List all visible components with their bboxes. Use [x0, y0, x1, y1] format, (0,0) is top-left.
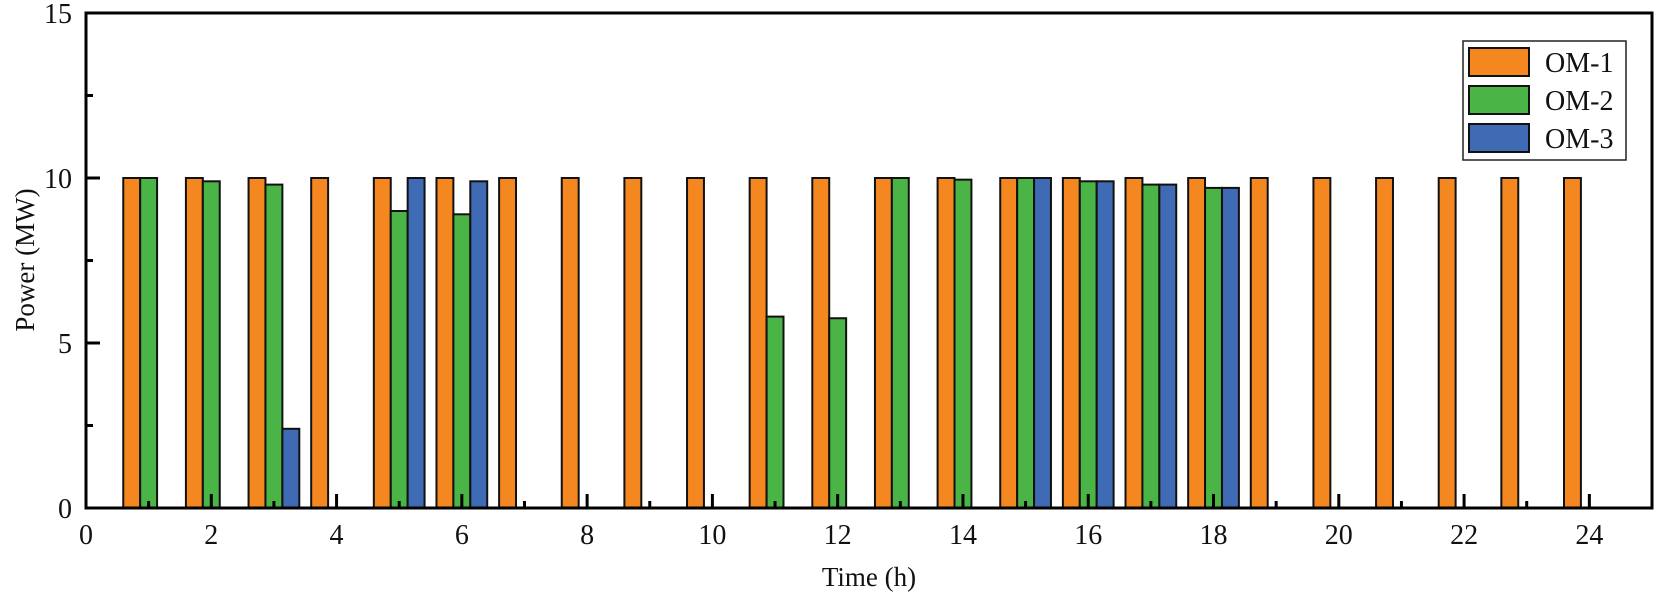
bar-om-2-h5: [389, 210, 409, 509]
x-tick-label: 10: [698, 520, 726, 551]
x-tick-label: 20: [1325, 520, 1353, 551]
legend-swatch-om-2: [1468, 85, 1530, 115]
x-tick-label: 4: [330, 520, 344, 551]
bar-om-1-h13: [873, 177, 893, 509]
bar-om-2-h6: [452, 213, 472, 510]
x-tick-label: 8: [580, 520, 594, 551]
bar-om-1-h21: [1375, 177, 1394, 509]
x-tick-label: 6: [455, 520, 469, 551]
bar-om-2-h13: [890, 177, 910, 509]
bar-om-1-h2: [184, 177, 204, 509]
legend-label-om-2: OM-2: [1545, 86, 1613, 117]
bar-om-1-h16: [1061, 177, 1081, 509]
legend-swatch-om-1: [1468, 47, 1530, 77]
bar-om-2-h11: [765, 315, 785, 509]
bar-om-1-h22: [1437, 177, 1457, 509]
bar-om-1-h11: [748, 177, 768, 509]
bar-om-1-h18: [1187, 177, 1207, 509]
bar-om-1-h6: [435, 177, 455, 509]
bar-om-3-h15: [1033, 177, 1052, 509]
bar-om-1-h14: [936, 177, 956, 509]
bar-om-3-h16: [1095, 180, 1115, 510]
bar-om-3-h18: [1220, 186, 1240, 509]
bar-om-2-h18: [1204, 186, 1223, 509]
bar-om-1-h4: [310, 177, 330, 509]
x-tick-label: 22: [1450, 520, 1478, 551]
x-axis-title: Time (h): [822, 562, 916, 592]
bars-layer: [122, 177, 1582, 510]
bar-om-3-h6: [469, 180, 489, 510]
y-axis-title: Power (MW): [10, 188, 40, 331]
bar-om-2-h12: [828, 317, 848, 509]
bar-om-2-h16: [1078, 180, 1098, 510]
bar-om-2-h1: [139, 177, 159, 509]
bar-om-2-h17: [1141, 183, 1161, 509]
bar-om-1-h12: [811, 177, 831, 509]
bar-om-1-h1: [122, 177, 142, 509]
bar-om-1-h15: [999, 177, 1019, 509]
x-tick-label: 24: [1575, 520, 1603, 551]
bar-om-2-h2: [201, 180, 221, 510]
legend-swatch-om-3: [1468, 123, 1530, 153]
bar-om-1-h17: [1124, 177, 1144, 509]
x-tick-label: 16: [1074, 520, 1102, 551]
x-tick-label: 12: [824, 520, 852, 551]
bar-om-2-h15: [1016, 177, 1036, 509]
bar-om-3-h5: [406, 177, 426, 509]
legend-label-om-1: OM-1: [1545, 48, 1613, 79]
bar-om-1-h3: [247, 177, 267, 509]
y-tick-label: 15: [44, 0, 72, 30]
x-tick-label: 14: [949, 520, 977, 551]
legend-label-om-3: OM-3: [1545, 124, 1613, 155]
y-tick-label: 0: [58, 494, 72, 525]
bar-om-1-h9: [623, 177, 643, 509]
y-tick-label: 5: [58, 329, 72, 360]
bar-om-1-h10: [686, 177, 705, 509]
bar-om-3-h3: [281, 427, 301, 509]
bar-om-1-h8: [560, 177, 580, 509]
legend: OM-1 OM-2 OM-3: [1462, 40, 1627, 161]
bar-om-1-h23: [1500, 177, 1520, 509]
x-tick-label: 0: [79, 520, 93, 551]
bar-om-2-h14: [953, 178, 973, 509]
x-tick-label: 18: [1200, 520, 1228, 551]
x-tick-label: 2: [204, 520, 218, 551]
y-tick-label: 10: [44, 164, 72, 195]
bar-om-1-h20: [1312, 177, 1332, 509]
bar-om-1-h5: [372, 177, 392, 509]
bar-om-2-h3: [264, 183, 284, 509]
bar-om-1-h7: [498, 177, 518, 509]
bar-om-3-h17: [1158, 183, 1178, 509]
bar-om-1-h24: [1562, 177, 1582, 509]
bar-om-1-h19: [1249, 177, 1269, 509]
